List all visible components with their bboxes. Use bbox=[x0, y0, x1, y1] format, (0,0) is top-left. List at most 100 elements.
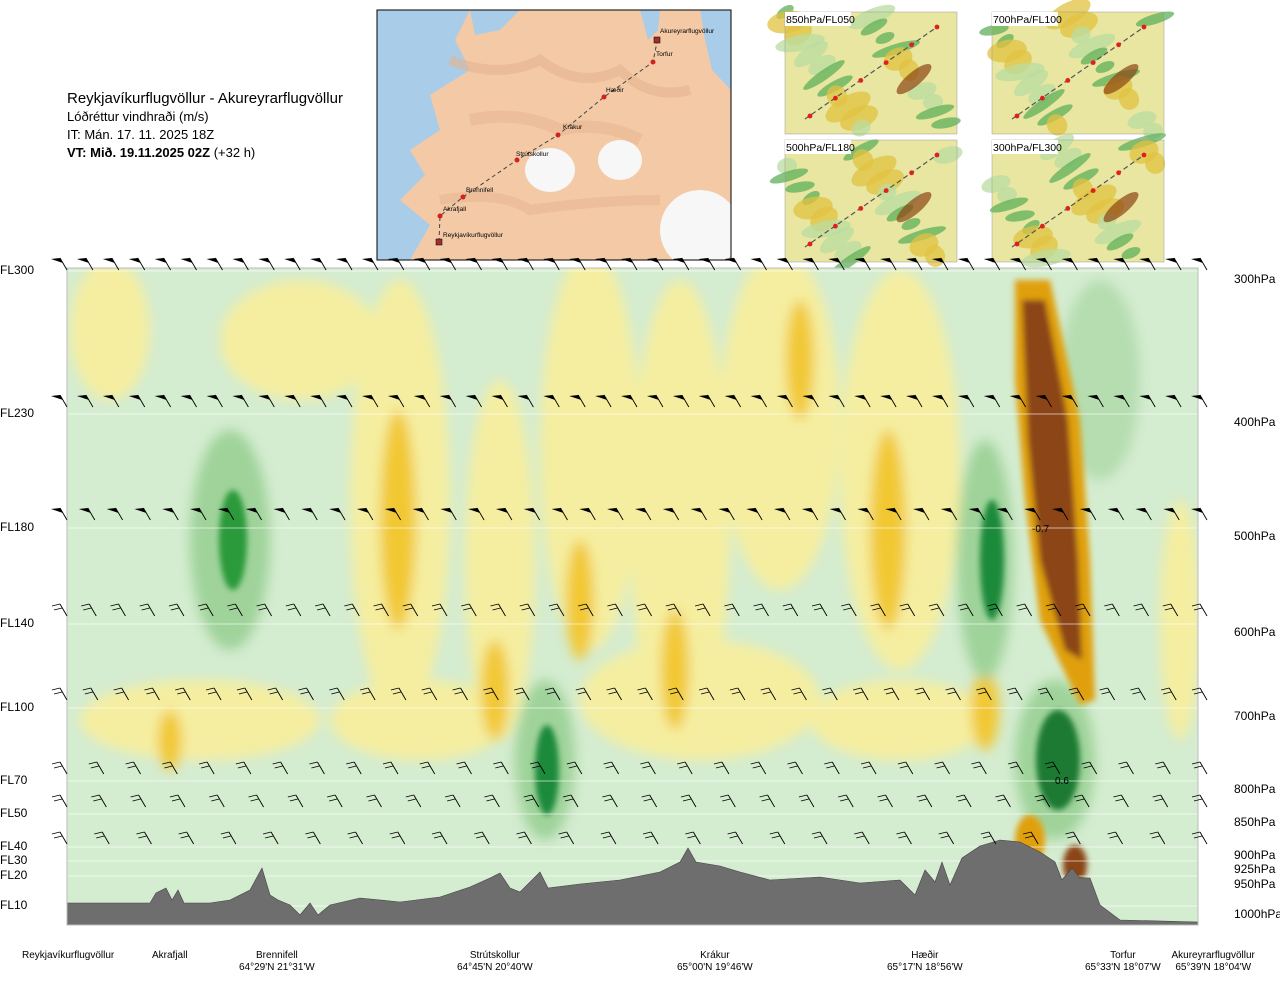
wind-barb bbox=[76, 394, 94, 408]
map-point-label: Krákur bbox=[563, 124, 583, 131]
pressure-label: 950hPa bbox=[1234, 877, 1276, 891]
wind-barb bbox=[1037, 687, 1054, 701]
wind-barb bbox=[1074, 603, 1091, 617]
wind-barb bbox=[906, 257, 923, 271]
wind-barb bbox=[569, 394, 586, 408]
wind-barb bbox=[829, 507, 846, 521]
wind-barb bbox=[1139, 394, 1156, 408]
thumbnail-700hpa-fl100[interactable]: 700hPa/FL100 bbox=[978, 0, 1175, 141]
wind-barb bbox=[602, 794, 618, 808]
wind-barb bbox=[110, 603, 126, 617]
wind-barb bbox=[877, 794, 893, 808]
wind-barb bbox=[94, 831, 110, 845]
flight-level-label: FL50 bbox=[0, 806, 28, 820]
wind-barb bbox=[88, 761, 105, 775]
wind-barb bbox=[490, 603, 506, 617]
wind-barb bbox=[548, 603, 565, 617]
waypoint-coord: 65°00'N 19°46'W bbox=[677, 962, 753, 973]
wind-barb bbox=[1068, 687, 1085, 701]
wind-barb bbox=[718, 507, 735, 521]
wind-barb bbox=[802, 257, 819, 271]
pressure-label: 400hPa bbox=[1234, 415, 1276, 429]
pressure-label: 700hPa bbox=[1234, 709, 1276, 723]
wind-barb bbox=[523, 794, 540, 808]
wind-barb bbox=[514, 687, 530, 701]
wind-barb bbox=[412, 507, 429, 521]
wind-barb bbox=[665, 603, 682, 617]
wind-barb bbox=[491, 257, 508, 271]
thumbnail-maps: 850hPa/FL050 700hPa/FL100 500hPa/FL180 300h… bbox=[765, 0, 1175, 280]
wind-barb bbox=[857, 507, 874, 521]
wind-barb bbox=[305, 831, 321, 845]
wind-barb bbox=[1051, 507, 1069, 521]
wind-barb bbox=[569, 257, 586, 271]
waypoint-name: Reykjavíkurflugvöllur bbox=[22, 950, 115, 961]
thumbnail-500hpa-fl180[interactable]: 500hPa/FL180 bbox=[768, 136, 964, 280]
pressure-label: 800hPa bbox=[1234, 782, 1276, 796]
flight-level-label: FL20 bbox=[0, 868, 28, 882]
wind-barb bbox=[175, 687, 191, 701]
wind-barb bbox=[78, 507, 96, 521]
map-point bbox=[437, 213, 443, 219]
wind-barb bbox=[310, 394, 327, 408]
wind-barb bbox=[958, 603, 974, 617]
wind-barb bbox=[346, 761, 362, 775]
wind-barb bbox=[1191, 507, 1208, 521]
wind-barb bbox=[1045, 603, 1062, 617]
thumbnail-850hpa-fl050[interactable]: 850hPa/FL050 bbox=[765, 0, 961, 140]
thumbnail-label: 850hPa/FL050 bbox=[786, 14, 855, 26]
wind-barb bbox=[139, 603, 156, 617]
wind-barb bbox=[1104, 603, 1120, 617]
wind-barbs bbox=[51, 257, 1208, 845]
map-point bbox=[650, 59, 656, 65]
wind-barb bbox=[698, 394, 716, 408]
wind-barb bbox=[776, 394, 793, 408]
wind-barb bbox=[1035, 257, 1052, 271]
thumbnail-label: 700hPa/FL100 bbox=[993, 14, 1062, 26]
wind-barb bbox=[637, 687, 653, 701]
wind-barb bbox=[1155, 761, 1171, 775]
wind-barb bbox=[456, 761, 472, 775]
waypoint-name: Hæðir bbox=[911, 950, 939, 961]
wind-barb bbox=[841, 603, 857, 617]
wind-barb bbox=[1191, 831, 1208, 845]
wind-barb bbox=[361, 257, 379, 271]
wind-barb bbox=[232, 257, 249, 271]
wind-barb bbox=[976, 687, 992, 701]
thumbnail-300hpa-fl300[interactable]: 300hPa/FL300 bbox=[979, 129, 1167, 271]
wind-barb bbox=[327, 794, 343, 808]
wind-barb bbox=[750, 257, 767, 271]
wind-barb bbox=[1191, 394, 1208, 408]
pressure-label: 300hPa bbox=[1234, 272, 1276, 286]
wind-barb bbox=[445, 794, 461, 808]
wind-barb bbox=[440, 507, 457, 521]
wind-barb bbox=[373, 603, 389, 617]
wind-barb bbox=[603, 761, 620, 775]
wind-barb bbox=[1191, 257, 1208, 271]
wind-barb bbox=[144, 687, 160, 701]
wind-barb bbox=[899, 603, 916, 617]
wind-barb bbox=[595, 394, 612, 408]
wind-barb bbox=[672, 257, 690, 271]
wind-barb bbox=[724, 394, 742, 408]
wind-barb bbox=[198, 603, 214, 617]
wind-barb bbox=[287, 794, 304, 808]
wind-barb bbox=[483, 687, 499, 701]
wind-barb bbox=[493, 761, 509, 775]
wind-barb bbox=[431, 831, 448, 845]
wind-barb bbox=[1135, 507, 1152, 521]
wind-barb bbox=[769, 831, 786, 845]
wind-barb bbox=[130, 794, 147, 808]
pressure-label: 850hPa bbox=[1234, 815, 1276, 829]
map-point-label: Brennifell bbox=[466, 187, 494, 194]
wind-barb bbox=[801, 507, 819, 521]
waypoint-label: Akrafjall bbox=[152, 950, 188, 962]
wind-barb bbox=[996, 507, 1013, 521]
wind-barb bbox=[600, 831, 617, 845]
wind-barb bbox=[336, 394, 353, 408]
wind-barb bbox=[190, 507, 207, 521]
wind-barb bbox=[1107, 831, 1123, 845]
wind-barb bbox=[916, 794, 933, 808]
wind-barb bbox=[1191, 603, 1208, 617]
